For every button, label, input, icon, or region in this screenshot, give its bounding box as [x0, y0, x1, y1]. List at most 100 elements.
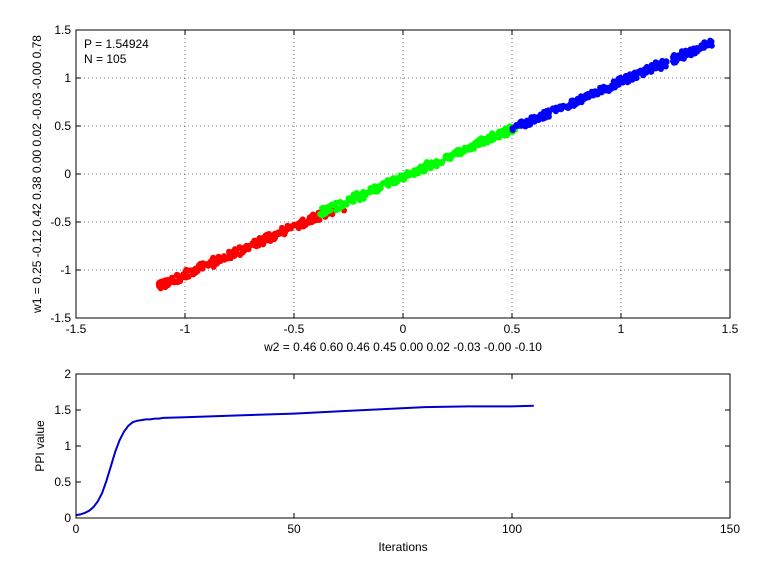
scatter-point — [322, 210, 329, 217]
y-tick-label: 1 — [64, 71, 71, 85]
scatter-point — [379, 180, 386, 187]
scatter-point — [319, 205, 325, 212]
x-tick-label: -1 — [180, 322, 191, 336]
scatter-point — [614, 80, 620, 87]
x-tick-label: 1 — [618, 322, 625, 336]
scatter-point — [627, 73, 634, 80]
y-tick-label: 1.5 — [54, 23, 71, 37]
scatter-point — [531, 117, 538, 124]
ppi-x-label: Iterations — [378, 540, 427, 554]
ppi-ticks: 0 50 100 150 0 0.5 1 1.5 2 — [54, 367, 740, 536]
scatter-point — [338, 203, 345, 210]
x-tick-label: 0 — [400, 322, 407, 336]
scatter-point — [697, 45, 704, 52]
ppi-series-line — [75, 404, 534, 517]
scatter-point — [650, 64, 657, 71]
y-tick-label: -1 — [60, 263, 71, 277]
scatter-point — [192, 269, 199, 276]
y-tick-label: 0.5 — [54, 475, 71, 489]
scatter-point — [220, 256, 227, 263]
x-tick-label: 1.5 — [722, 322, 739, 336]
x-tick-label: 100 — [502, 522, 522, 536]
scatter-point — [670, 54, 676, 61]
scatter-point — [257, 236, 263, 243]
scatter-point — [644, 63, 650, 70]
scatter-point — [251, 237, 258, 244]
scatter-point — [433, 160, 440, 167]
scatter-point — [622, 76, 629, 83]
x-tick-label: 150 — [720, 522, 740, 536]
scatter-point — [489, 130, 496, 137]
y-tick-label: 0.5 — [54, 119, 71, 133]
scatter-point — [499, 127, 506, 134]
scatter-point — [197, 260, 204, 267]
scatter-point — [494, 131, 501, 138]
scatter-point — [567, 103, 574, 110]
ppi-plot-area — [76, 374, 730, 518]
scatter-point — [640, 72, 647, 79]
scatter-point — [326, 203, 333, 210]
x-tick-label: -1.5 — [66, 322, 87, 336]
scatter-point — [540, 110, 547, 117]
x-tick-label: 0.5 — [504, 322, 521, 336]
scatter-point — [684, 48, 691, 55]
scatter-point — [704, 42, 711, 49]
scatter-point — [479, 139, 486, 146]
y-tick-label: -0.5 — [50, 215, 71, 229]
scatter-point — [635, 68, 642, 75]
y-tick-label: -1.5 — [50, 311, 71, 325]
scatter-point — [384, 182, 391, 189]
y-tick-label: 1 — [64, 439, 71, 453]
scatter-point — [609, 82, 615, 89]
scatter-point — [176, 276, 183, 283]
scatter-point — [243, 244, 250, 251]
scatter-point — [558, 106, 565, 113]
scatter-point — [708, 42, 715, 49]
scatter-point — [675, 55, 682, 62]
scatter-point — [237, 252, 244, 258]
scatter-y-label: w1 = 0.25 -0.12 0.42 0.38 0.00 0.02 -0.0… — [30, 35, 44, 314]
scatter-point — [233, 248, 240, 255]
scatter-point — [633, 75, 640, 81]
scatter-point — [171, 279, 178, 286]
scatter-point — [226, 250, 233, 257]
scatter-point — [549, 106, 556, 113]
annotation-p: P = 1.54924 — [84, 37, 149, 51]
ppi-y-label: PPI value — [33, 420, 47, 472]
scatter-point — [426, 164, 433, 171]
scatter-point — [470, 145, 477, 152]
scatter-point — [484, 139, 491, 146]
x-tick-label: -0.5 — [284, 322, 305, 336]
scatter-point — [371, 188, 378, 195]
scatter-point — [157, 278, 164, 285]
scatter-plot: -1.5 -1 -0.5 0 0.5 1 1.5 -1.5 -1 -0.5 0 0.5 1 1.5 P =… — [30, 23, 739, 354]
scatter-point — [414, 166, 421, 173]
scatter-point — [446, 154, 453, 161]
scatter-point — [404, 173, 411, 180]
scatter-point — [304, 218, 311, 225]
x-tick-label: 50 — [287, 522, 301, 536]
x-tick-label: 0 — [73, 522, 80, 536]
y-tick-label: 1.5 — [54, 403, 71, 417]
scatter-point — [578, 97, 585, 104]
scatter-x-label: w2 = 0.46 0.60 0.46 0.45 0.00 0.02 -0.03… — [263, 340, 542, 354]
scatter-point — [350, 191, 357, 198]
annotation-n: N = 105 — [84, 52, 127, 66]
scatter-point — [183, 266, 190, 273]
scatter-point — [568, 97, 575, 104]
scatter-point — [586, 91, 593, 98]
scatter-point — [349, 198, 356, 205]
scatter-point — [457, 151, 464, 158]
scatter-point — [270, 235, 276, 242]
scatter-point — [592, 88, 599, 95]
scatter-point — [276, 230, 283, 237]
scatter-point — [516, 122, 522, 128]
scatter-ticks: -1.5 -1 -0.5 0 0.5 1 1.5 -1.5 -1 -0.5 0 0.5 1 1.5 — [50, 23, 738, 336]
scatter-points — [155, 37, 715, 292]
scatter-point — [411, 172, 418, 178]
scatter-point — [439, 158, 446, 165]
scatter-point — [360, 188, 367, 195]
scatter-point — [158, 283, 164, 290]
scatter-point — [207, 258, 214, 265]
